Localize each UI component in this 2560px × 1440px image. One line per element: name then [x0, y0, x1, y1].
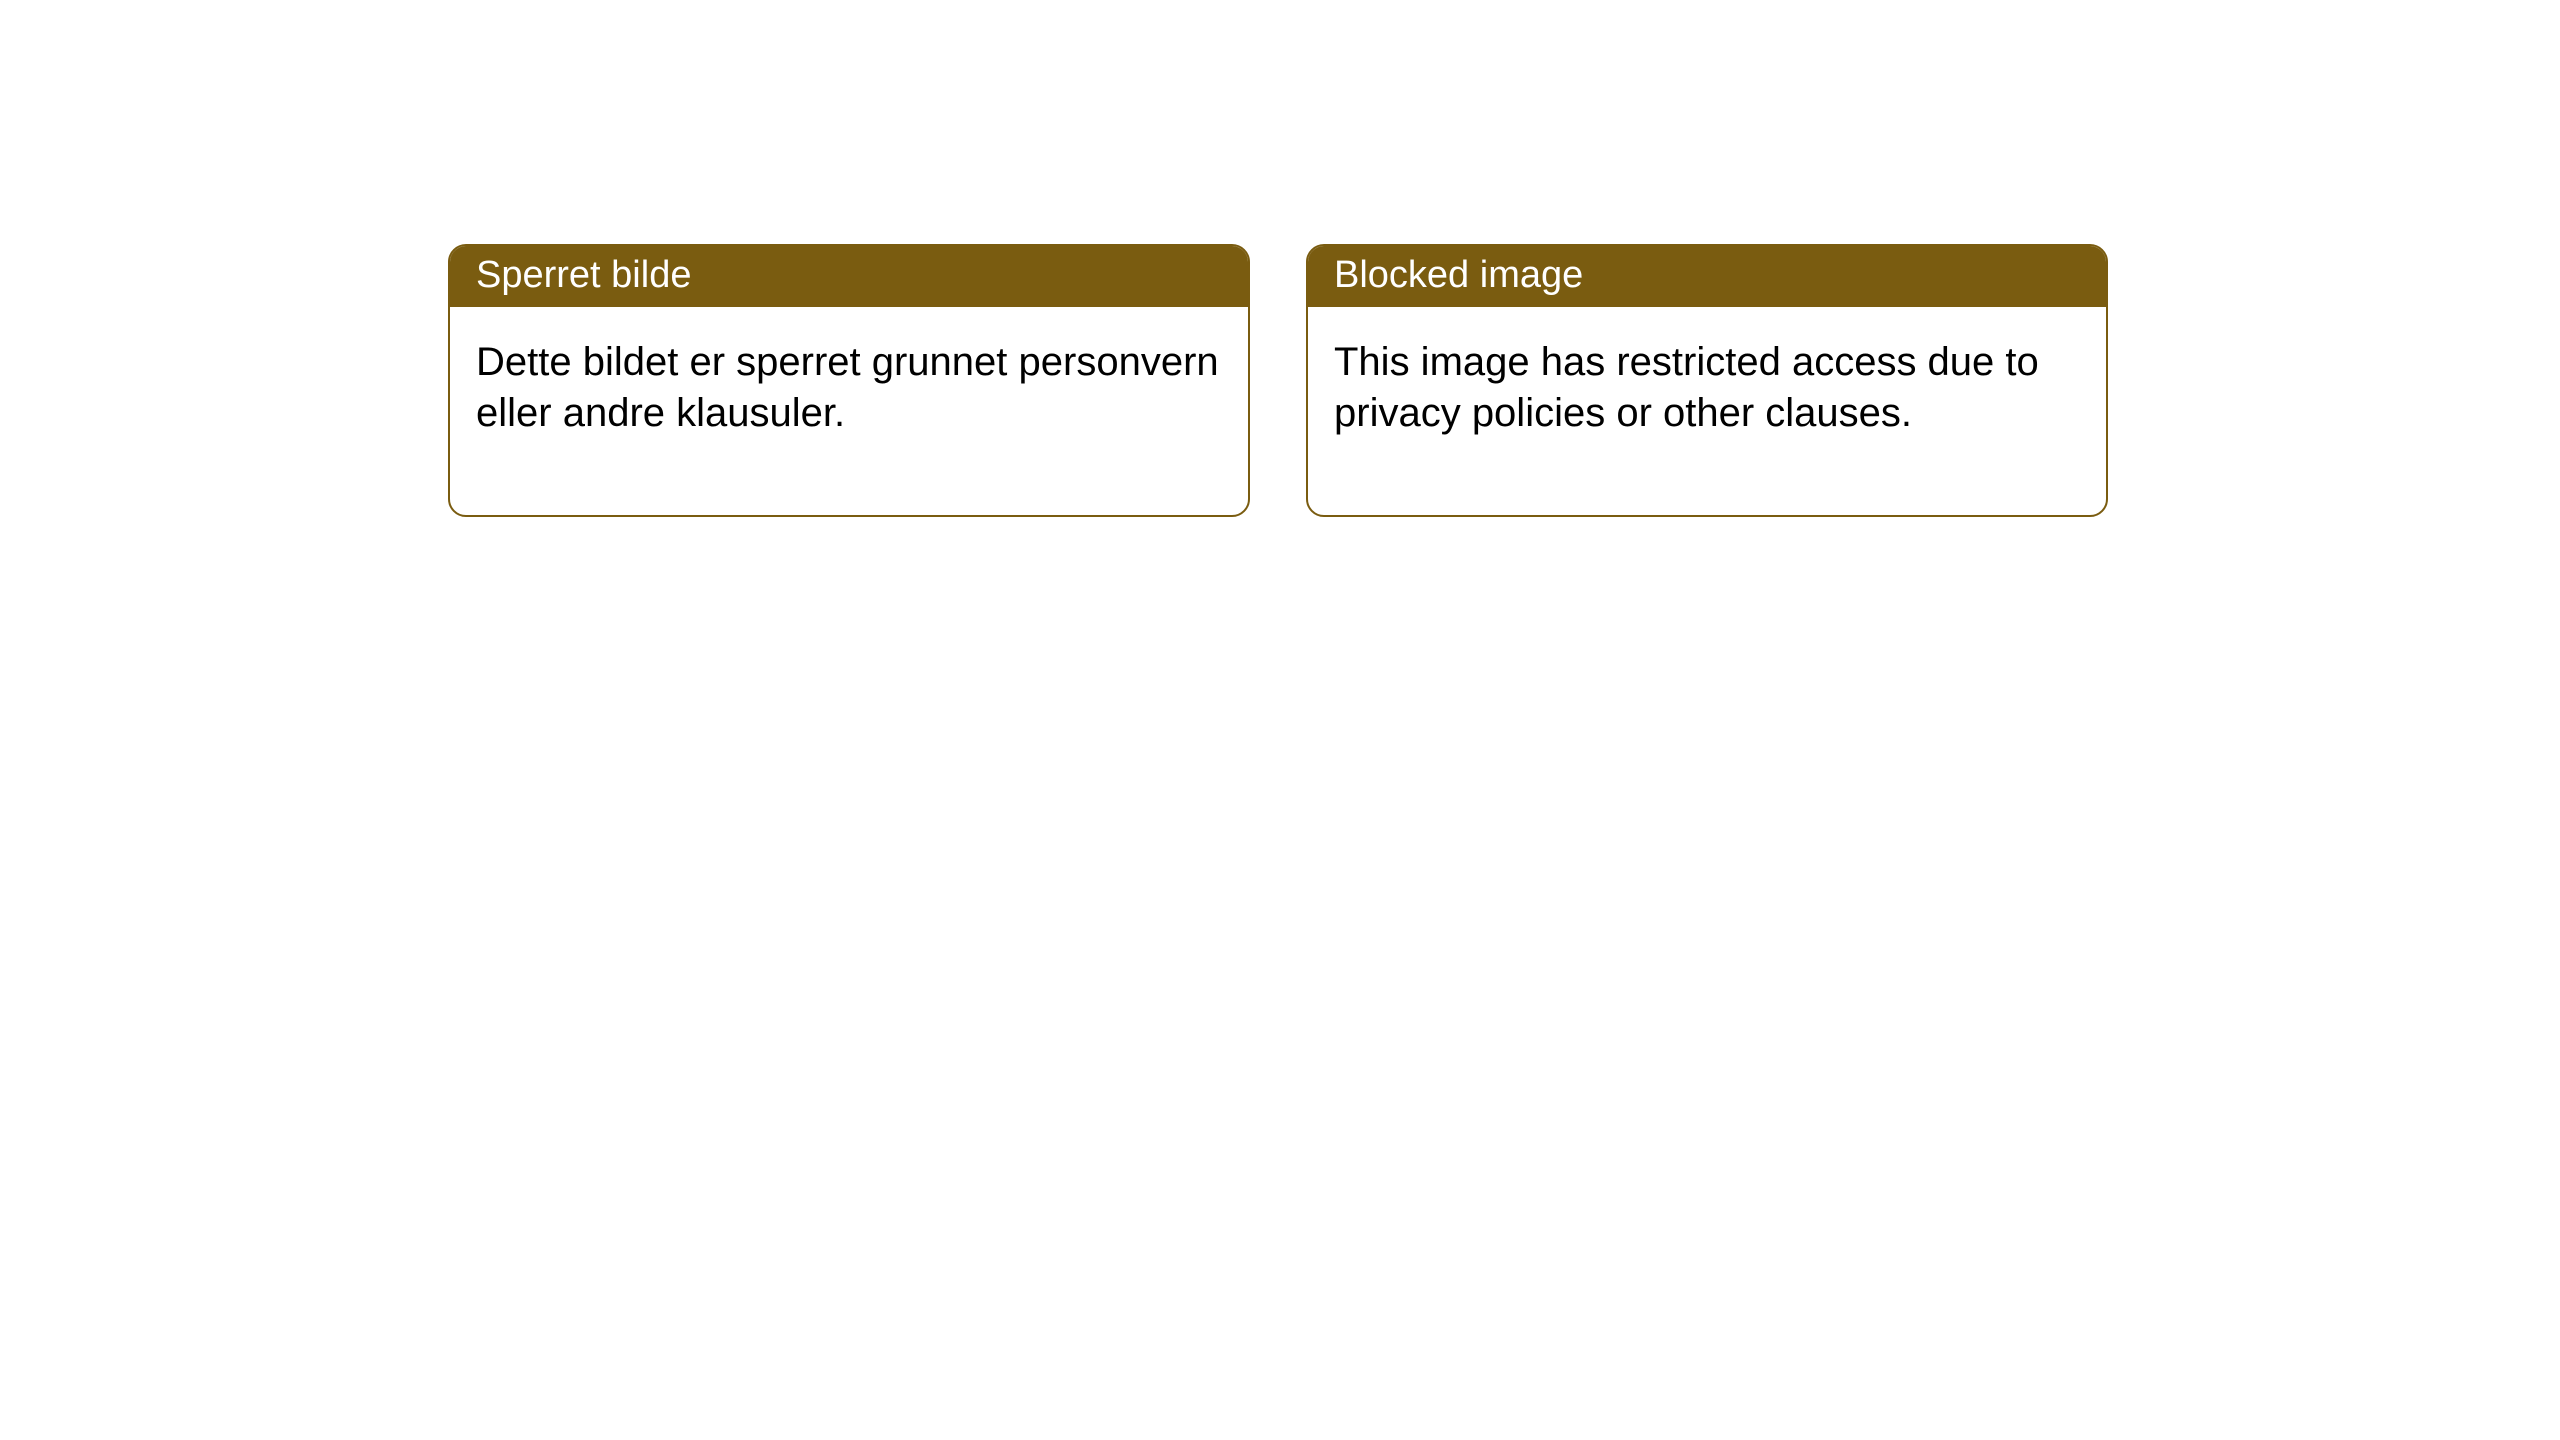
notice-card-en: Blocked image This image has restricted … — [1306, 244, 2108, 517]
card-body-en: This image has restricted access due to … — [1308, 307, 2106, 515]
card-text-en: This image has restricted access due to … — [1334, 340, 2039, 435]
card-title-no: Sperret bilde — [476, 254, 691, 296]
card-body-no: Dette bildet er sperret grunnet personve… — [450, 307, 1248, 515]
card-header-en: Blocked image — [1308, 246, 2106, 307]
notice-container: Sperret bilde Dette bildet er sperret gr… — [0, 0, 2560, 517]
card-title-en: Blocked image — [1334, 254, 1583, 296]
card-text-no: Dette bildet er sperret grunnet personve… — [476, 340, 1219, 435]
notice-card-no: Sperret bilde Dette bildet er sperret gr… — [448, 244, 1250, 517]
card-header-no: Sperret bilde — [450, 246, 1248, 307]
